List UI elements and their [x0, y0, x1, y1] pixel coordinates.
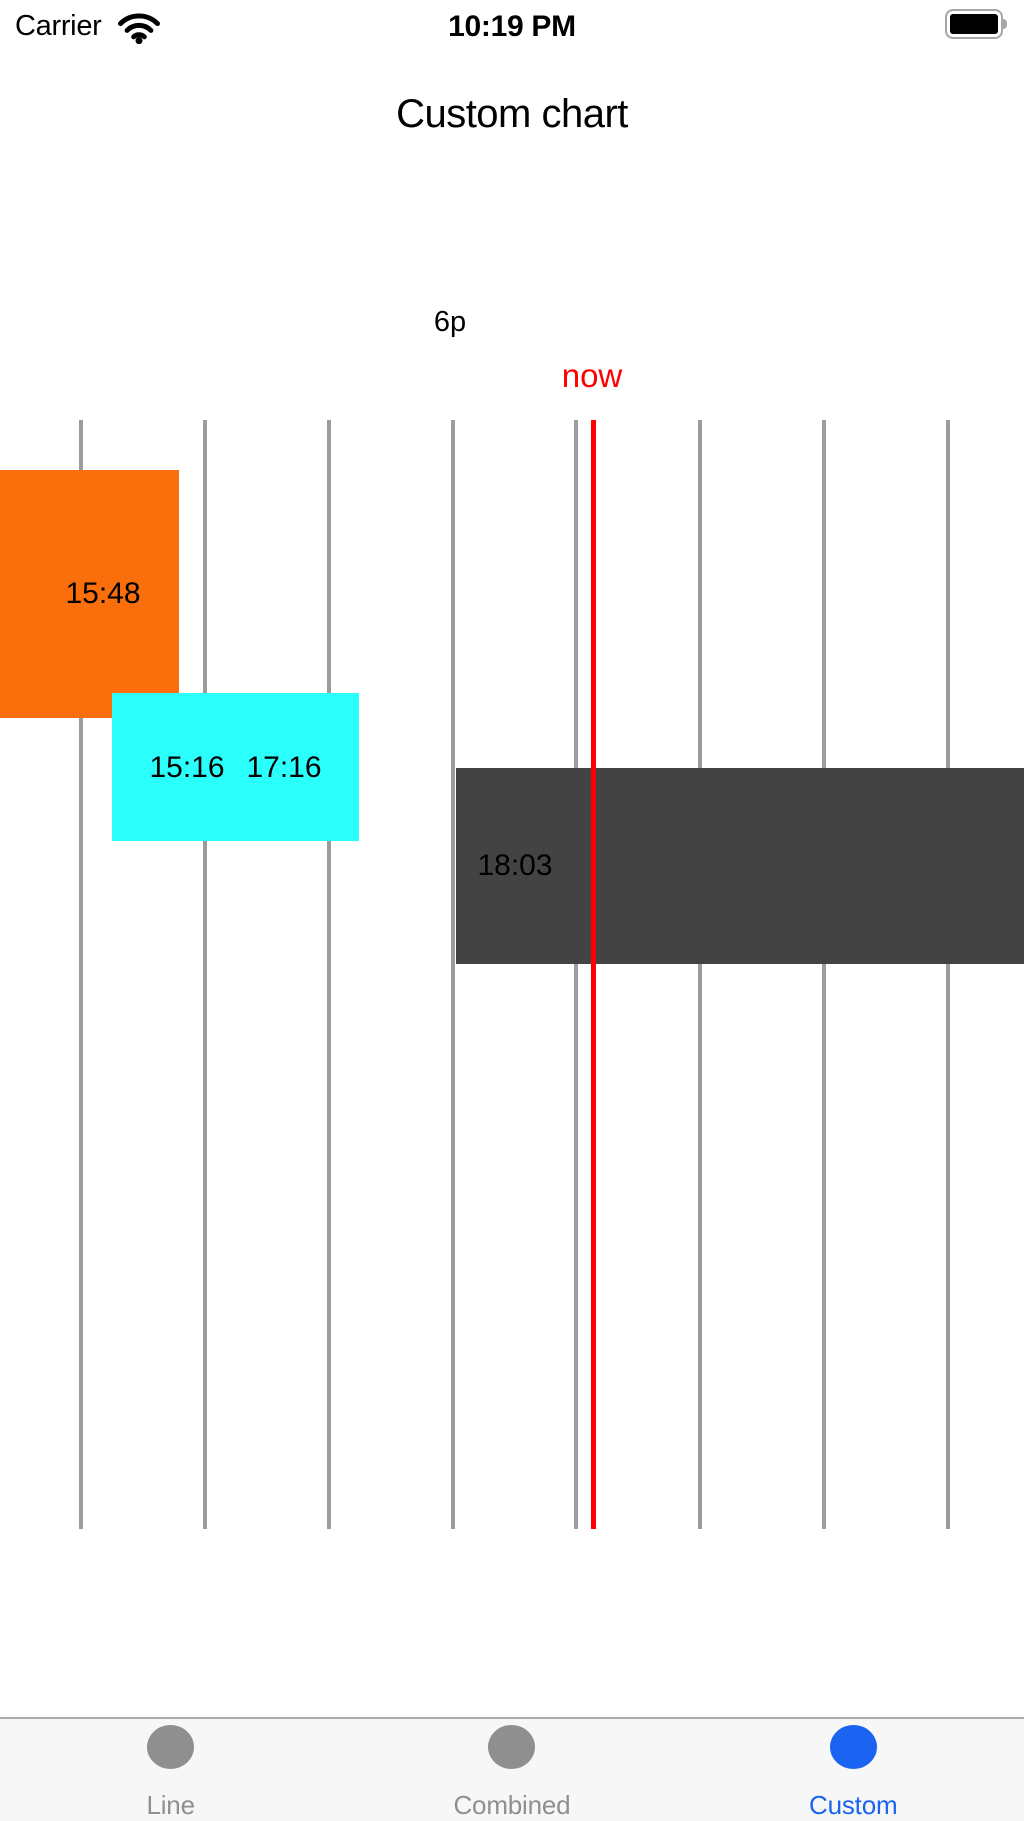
- status-bar: Carrier 10:19 PM: [0, 0, 1024, 48]
- tab-bar: Line Combined Custom: [0, 1717, 1024, 1821]
- axis-tick-label-6p: 6p: [433, 306, 467, 338]
- battery-outline: [945, 9, 1003, 39]
- page-title: Custom chart: [396, 92, 628, 136]
- event-end-label: 17:16: [246, 751, 322, 784]
- tab-combined[interactable]: Combined: [341, 1719, 682, 1821]
- wifi-icon: [117, 11, 161, 49]
- gridline: [327, 420, 331, 1529]
- gridline: [574, 420, 578, 1529]
- event-time-label: 18:03: [477, 849, 553, 882]
- event-bar-1548[interactable]: 15:48: [0, 470, 179, 718]
- tab-line[interactable]: Line: [0, 1719, 341, 1821]
- gridline: [79, 420, 83, 1529]
- gridline: [203, 420, 207, 1529]
- gridline: [698, 420, 702, 1529]
- tab-label: Custom: [809, 1790, 898, 1820]
- now-line: [591, 420, 596, 1529]
- line-tab-circle-icon: [147, 1725, 195, 1769]
- battery-cap: [1003, 19, 1007, 29]
- battery-fill: [950, 14, 998, 34]
- tab-custom[interactable]: Custom: [683, 1719, 1024, 1821]
- gridline: [946, 420, 950, 1529]
- status-time: 10:19 PM: [448, 10, 576, 43]
- gridline: [451, 420, 455, 1529]
- gridline: [822, 420, 826, 1529]
- battery-icon: [945, 9, 1007, 39]
- combined-tab-circle-icon: [488, 1725, 536, 1769]
- tab-label: Combined: [453, 1790, 571, 1820]
- custom-tab-circle-icon: [829, 1725, 877, 1769]
- carrier-label: Carrier: [15, 10, 102, 42]
- now-label: now: [561, 357, 623, 394]
- event-bar-1803[interactable]: 18:03: [456, 768, 1024, 964]
- event-start-label: 15:16: [149, 751, 225, 784]
- tab-label: Line: [146, 1790, 195, 1820]
- event-bar-1516-1716[interactable]: 15:16 17:16: [112, 693, 359, 841]
- event-time-label: 15:48: [65, 577, 141, 610]
